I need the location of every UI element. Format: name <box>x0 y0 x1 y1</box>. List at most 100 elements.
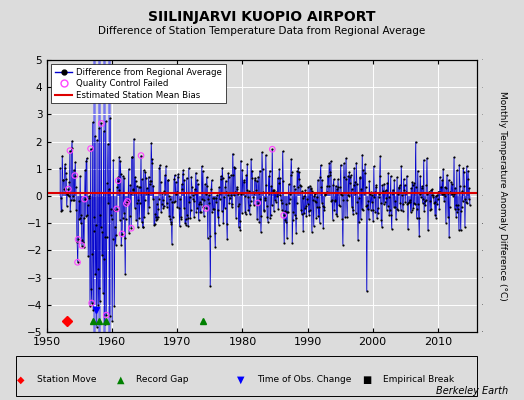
Point <box>316 162 325 168</box>
Point <box>192 170 200 176</box>
Point <box>372 184 380 190</box>
Point <box>365 216 373 222</box>
Point <box>138 176 146 182</box>
Point <box>133 200 141 206</box>
Point <box>227 172 235 178</box>
Point <box>326 172 334 179</box>
Point <box>358 151 367 158</box>
Point <box>311 199 320 205</box>
Point <box>252 177 260 184</box>
Point <box>294 176 303 182</box>
Point <box>92 323 101 330</box>
Point <box>440 198 449 204</box>
Point <box>455 227 463 233</box>
Point <box>343 214 352 220</box>
Point <box>359 207 367 214</box>
Point <box>447 179 455 186</box>
Text: ▲: ▲ <box>117 375 124 385</box>
Point <box>457 207 465 214</box>
Point <box>332 211 341 217</box>
Point <box>404 226 412 232</box>
Point <box>356 216 365 222</box>
Point <box>421 202 430 208</box>
Point <box>372 182 380 188</box>
Point <box>357 186 365 192</box>
Point <box>134 197 143 204</box>
Point <box>274 206 282 213</box>
Point <box>210 206 218 212</box>
Point <box>214 206 222 213</box>
Point <box>110 302 118 309</box>
Point <box>160 188 169 194</box>
Point <box>201 191 210 197</box>
Point <box>231 189 239 195</box>
Point <box>98 252 106 258</box>
Point <box>333 185 341 192</box>
Point <box>118 231 126 237</box>
Point <box>97 120 106 127</box>
Point <box>451 185 460 191</box>
Point <box>310 190 319 197</box>
Point <box>424 189 433 196</box>
Point <box>96 224 105 230</box>
Point <box>191 190 200 196</box>
Point <box>86 146 95 152</box>
Point <box>458 188 466 194</box>
Point <box>338 216 346 222</box>
Point <box>209 206 217 212</box>
Point <box>454 202 462 208</box>
Point <box>406 197 414 203</box>
Point <box>227 204 236 210</box>
Point <box>318 200 326 206</box>
Point <box>109 156 117 163</box>
Point <box>286 191 294 198</box>
Point <box>394 191 402 197</box>
Point <box>248 168 256 174</box>
Point <box>440 190 448 197</box>
Point <box>145 173 153 180</box>
Point <box>249 194 257 200</box>
Point <box>300 210 309 217</box>
Point <box>149 182 158 189</box>
Point <box>289 216 297 223</box>
Point <box>439 190 447 197</box>
Point <box>264 173 272 180</box>
Point <box>297 182 305 189</box>
Point <box>341 176 350 182</box>
Point <box>161 172 169 179</box>
Point <box>107 216 116 222</box>
Point <box>258 166 267 172</box>
Point <box>214 222 223 228</box>
Point <box>178 181 186 187</box>
Point <box>62 203 71 209</box>
Point <box>75 214 84 221</box>
Point <box>421 198 429 204</box>
Point <box>78 242 86 249</box>
Point <box>267 183 276 189</box>
Point <box>121 270 129 277</box>
Point <box>383 206 391 213</box>
Point <box>69 193 78 199</box>
Point <box>66 148 74 154</box>
Point <box>213 192 221 198</box>
Point <box>193 205 202 211</box>
Point <box>135 215 144 221</box>
Point <box>170 176 178 182</box>
Point <box>141 168 149 175</box>
Point <box>302 203 310 209</box>
Point <box>79 214 88 221</box>
Point <box>426 207 434 214</box>
Point <box>168 198 177 205</box>
Point <box>294 165 302 171</box>
Point <box>130 136 138 142</box>
Point <box>151 210 159 217</box>
Point <box>453 167 461 174</box>
Point <box>400 182 409 188</box>
Point <box>309 223 318 229</box>
Point <box>433 200 441 207</box>
Point <box>384 170 392 176</box>
Point <box>203 235 212 241</box>
Point <box>234 203 242 209</box>
Point <box>67 196 75 203</box>
Point <box>217 208 226 214</box>
